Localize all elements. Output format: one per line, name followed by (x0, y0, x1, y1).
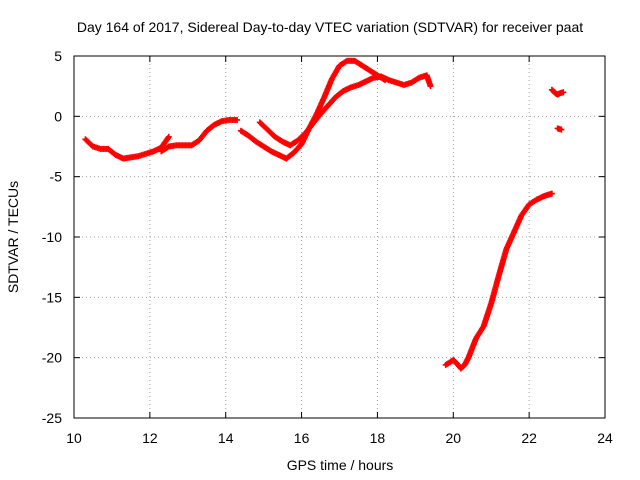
x-tick-label: 24 (597, 430, 613, 446)
y-tick-label: -5 (50, 169, 63, 185)
y-tick-label: 0 (54, 108, 62, 124)
axis-ticks (73, 55, 606, 419)
y-tick-label: 5 (54, 48, 62, 64)
data-point (165, 133, 172, 140)
grid-lines (74, 56, 605, 418)
y-tick-label: -25 (42, 410, 62, 426)
data-points (82, 57, 567, 372)
y-tick-label: -20 (42, 350, 62, 366)
data-point (382, 77, 389, 84)
data-point (560, 89, 567, 96)
y-tick-label: -10 (42, 229, 62, 245)
y-axis-label: SDTVAR / TECUs (5, 181, 21, 293)
x-tick-label: 12 (142, 430, 158, 446)
x-axis-label: GPS time / hours (287, 457, 394, 473)
data-point (427, 83, 434, 90)
data-point (548, 190, 555, 197)
y-tick-labels: -25 -20 -15 -10 -5 0 5 (42, 48, 62, 426)
x-tick-label: 20 (445, 430, 461, 446)
data-point (234, 116, 241, 123)
chart-title: Day 164 of 2017, Sidereal Day-to-day VTE… (77, 19, 583, 35)
x-tick-label: 22 (521, 430, 537, 446)
x-tick-label: 14 (218, 430, 234, 446)
x-tick-label: 16 (294, 430, 310, 446)
plot-frame (73, 55, 606, 419)
data-point (558, 126, 565, 133)
x-tick-labels: 10 12 14 16 18 20 22 24 (66, 430, 613, 446)
x-tick-label: 10 (66, 430, 82, 446)
y-tick-label: -15 (42, 289, 62, 305)
x-tick-label: 18 (370, 430, 386, 446)
